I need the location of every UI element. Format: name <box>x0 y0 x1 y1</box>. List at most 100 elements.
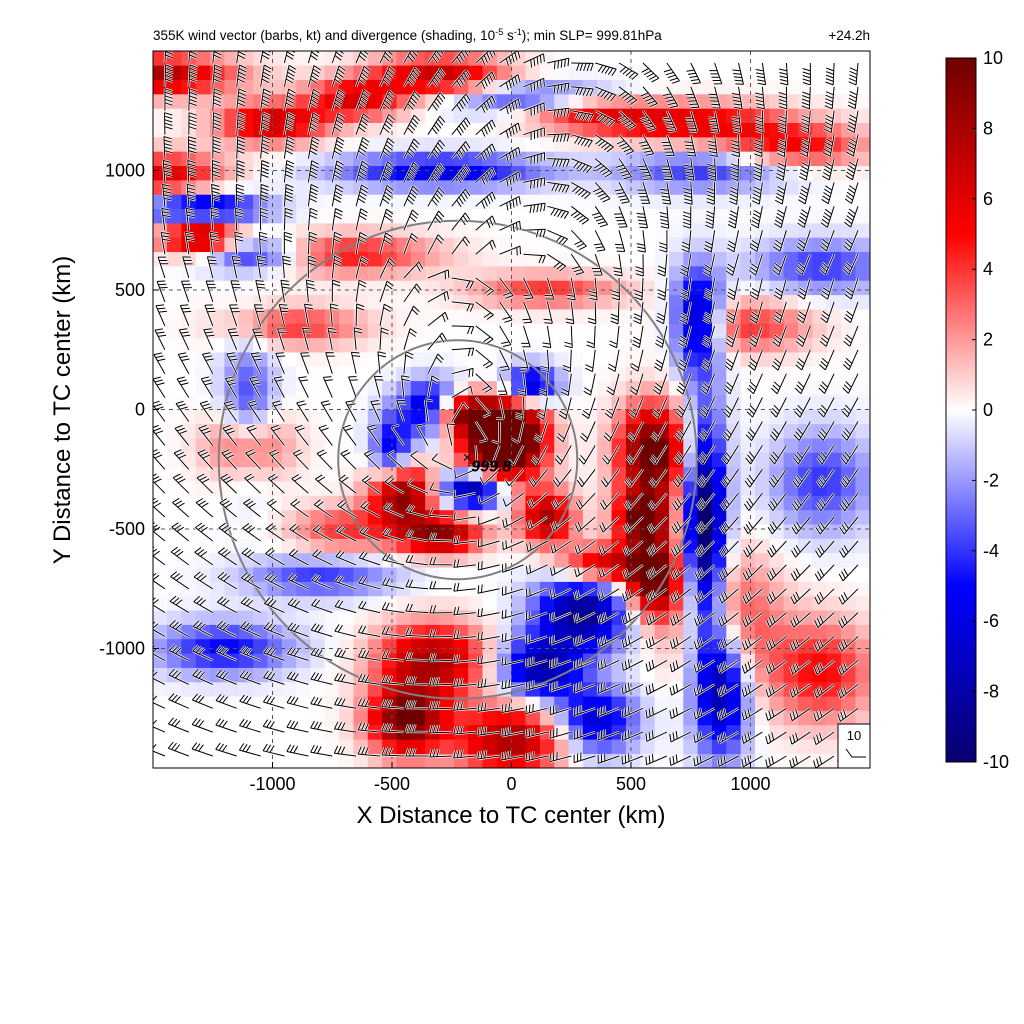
chart-title: 355K wind vector (barbs, kt) and diverge… <box>153 27 662 43</box>
divergence-cell <box>654 638 670 654</box>
divergence-cell <box>453 638 469 654</box>
divergence-cell <box>668 208 684 224</box>
divergence-cell <box>353 423 369 439</box>
divergence-cell <box>310 609 326 625</box>
divergence-cell <box>654 151 670 167</box>
divergence-cell <box>410 251 426 267</box>
divergence-cell <box>310 351 326 367</box>
divergence-cell <box>625 538 641 554</box>
divergence-cell <box>554 194 570 210</box>
divergence-cell <box>224 108 240 123</box>
divergence-cell <box>296 739 312 754</box>
divergence-cell <box>711 337 727 353</box>
divergence-cell <box>367 136 383 152</box>
divergence-cell <box>611 194 627 210</box>
divergence-cell <box>539 237 555 253</box>
divergence-cell <box>253 409 269 425</box>
divergence-cell <box>841 652 856 668</box>
divergence-cell <box>339 294 355 310</box>
divergence-cell <box>153 452 168 468</box>
divergence-cell <box>439 366 455 382</box>
divergence-cell <box>482 552 498 568</box>
divergence-cell <box>353 452 369 468</box>
divergence-cell <box>439 523 455 539</box>
divergence-cell <box>382 609 398 625</box>
divergence-cell <box>482 423 498 439</box>
divergence-cell <box>296 151 312 167</box>
divergence-cell <box>841 51 856 66</box>
divergence-cell <box>783 466 799 482</box>
divergence-cell <box>324 538 340 554</box>
divergence-cell <box>625 552 641 568</box>
divergence-cell <box>511 710 527 726</box>
divergence-cell <box>253 108 269 123</box>
divergence-cell <box>769 739 785 754</box>
divergence-cell <box>668 696 684 711</box>
divergence-cell <box>453 595 469 611</box>
divergence-cell <box>726 696 742 711</box>
divergence-cell <box>697 323 713 339</box>
divergence-cell <box>754 552 770 568</box>
divergence-cell <box>754 366 770 382</box>
divergence-cell <box>511 280 527 296</box>
divergence-cell <box>167 409 182 425</box>
reference-barb-label: 10 <box>847 728 861 743</box>
divergence-cell <box>296 79 312 95</box>
divergence-cell <box>367 93 383 109</box>
divergence-cell <box>468 108 484 123</box>
divergence-cell <box>740 179 756 195</box>
divergence-cell <box>511 251 527 267</box>
divergence-cell <box>367 265 383 281</box>
divergence-cell <box>468 65 484 80</box>
divergence-cell <box>711 724 727 740</box>
divergence-cell <box>382 739 398 754</box>
divergence-cell <box>210 509 225 525</box>
divergence-cell <box>453 380 469 396</box>
divergence-cell <box>855 423 870 439</box>
divergence-cell <box>697 79 713 95</box>
divergence-cell <box>482 108 498 123</box>
divergence-cell <box>611 122 627 138</box>
divergence-cell <box>153 681 168 697</box>
colorbar-bar <box>945 57 977 763</box>
divergence-cell <box>683 51 699 66</box>
divergence-cell <box>496 251 512 267</box>
divergence-cell <box>367 237 383 253</box>
divergence-cell <box>267 151 283 167</box>
divergence-cell <box>640 409 656 425</box>
divergence-cell <box>310 222 326 238</box>
divergence-cell <box>324 394 340 410</box>
divergence-cell <box>238 323 254 339</box>
divergence-cell <box>339 337 355 353</box>
divergence-cell <box>439 194 455 210</box>
divergence-cell <box>296 93 312 109</box>
divergence-cell <box>783 165 799 181</box>
colorbar-tick-label: -2 <box>983 470 999 490</box>
colorbar-tick-label: 10 <box>983 48 1003 68</box>
divergence-cell <box>238 222 254 238</box>
divergence-cell <box>339 151 355 167</box>
divergence-cell <box>453 251 469 267</box>
divergence-cell <box>310 280 326 296</box>
divergence-cell <box>181 724 197 740</box>
divergence-cell <box>367 151 383 167</box>
divergence-cell <box>181 595 197 611</box>
divergence-cell <box>339 595 355 611</box>
divergence-cell <box>597 466 613 482</box>
divergence-cell <box>453 480 469 496</box>
divergence-cell <box>410 222 426 238</box>
divergence-cell <box>210 423 225 439</box>
divergence-cell <box>568 366 584 382</box>
divergence-cell <box>496 509 512 525</box>
divergence-cell <box>195 437 211 453</box>
divergence-cell <box>382 265 398 281</box>
divergence-cell <box>353 480 369 496</box>
divergence-cell <box>597 51 613 66</box>
divergence-cell <box>625 308 641 324</box>
divergence-cell <box>468 51 484 66</box>
divergence-cell <box>611 595 627 611</box>
divergence-cell <box>625 222 641 238</box>
divergence-cell <box>511 151 527 167</box>
divergence-cell <box>711 51 727 66</box>
